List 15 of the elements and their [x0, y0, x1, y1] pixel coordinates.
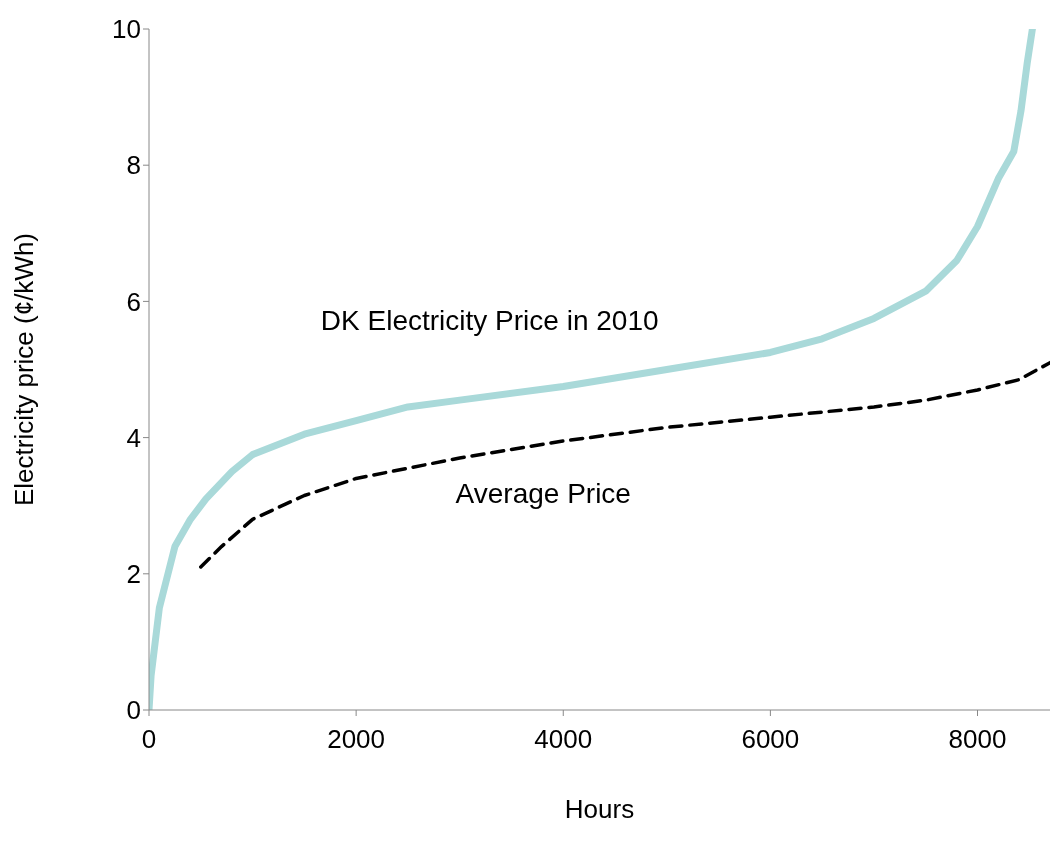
y-axis-title: Electricity price (¢/kWh)	[9, 232, 40, 507]
series-label: DK Electricity Price in 2010	[320, 305, 659, 337]
x-axis-title: Hours	[564, 794, 635, 824]
y-tick-label: 6	[126, 286, 141, 317]
series-label: Average Price	[455, 478, 631, 510]
y-tick-label: 2	[126, 559, 141, 590]
x-tick-label: 4000	[534, 724, 593, 755]
y-tick-label: 8	[126, 150, 141, 181]
line-series	[199, 360, 1050, 569]
y-tick-label: 0	[126, 695, 141, 726]
x-tick-label: 8000	[948, 724, 1007, 755]
x-tick-label: 2000	[327, 724, 386, 755]
x-tick-label: 6000	[741, 724, 800, 755]
y-tick-label: 10	[112, 14, 141, 45]
y-tick-label: 4	[126, 422, 141, 453]
